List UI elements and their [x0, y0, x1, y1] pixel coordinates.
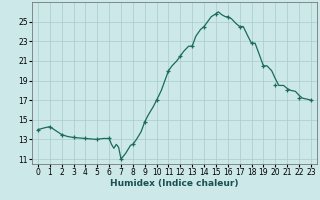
X-axis label: Humidex (Indice chaleur): Humidex (Indice chaleur) — [110, 179, 239, 188]
